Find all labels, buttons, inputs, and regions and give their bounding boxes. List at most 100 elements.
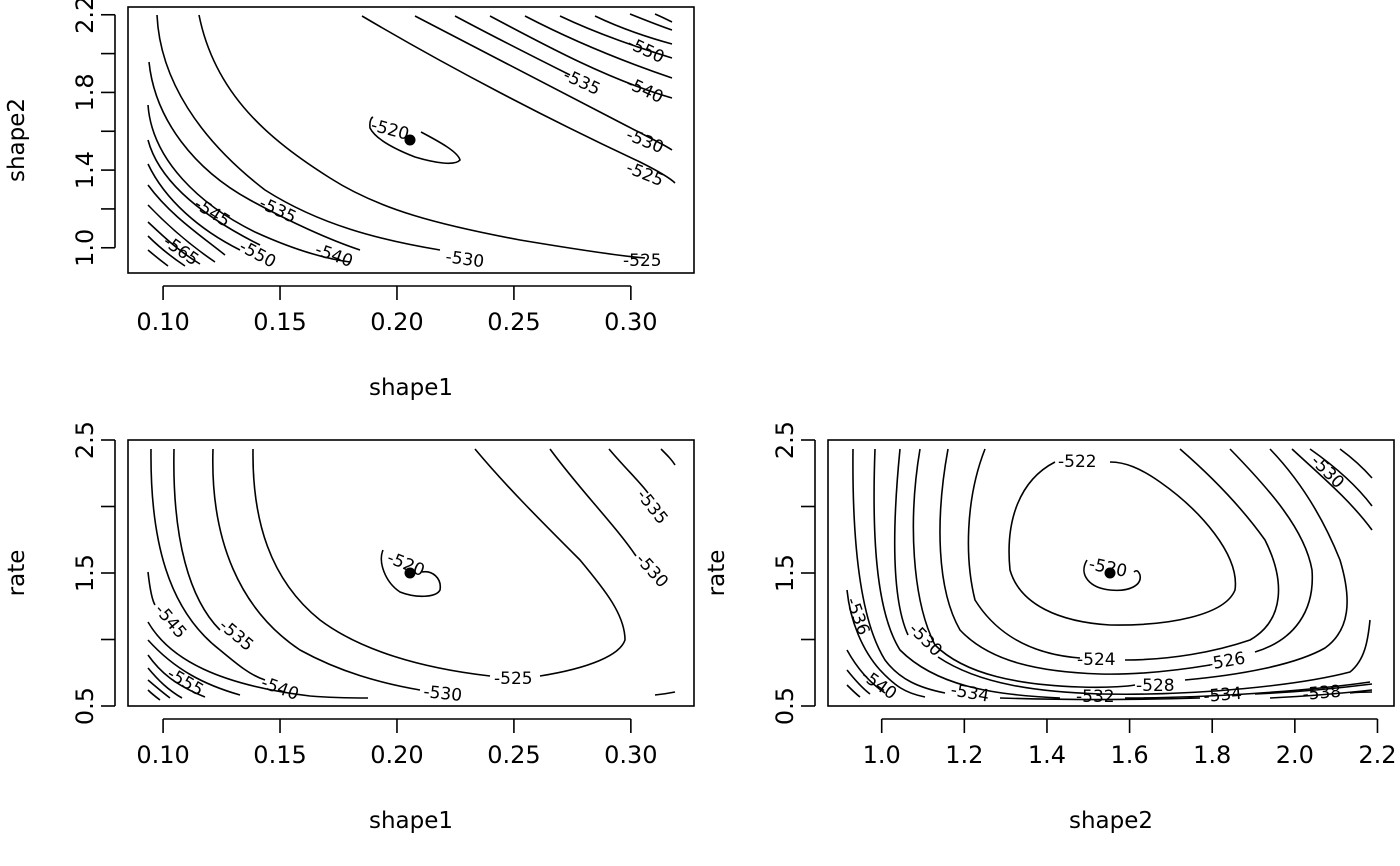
contour-line-560	[147, 204, 216, 263]
contour-label: -540	[623, 73, 666, 107]
contour-line-534	[852, 448, 1373, 701]
contour-label: -545	[150, 600, 190, 642]
x-axis-title: shape2	[1069, 808, 1153, 834]
contour-label: -525	[494, 669, 533, 689]
contour-line-540-upper	[489, 15, 673, 99]
contour-line-535-upper	[454, 15, 571, 76]
x-tick-label: 1.8	[1193, 741, 1231, 769]
x-axis-title: shape1	[369, 375, 453, 401]
contour-line-555	[147, 654, 206, 698]
contour-line-550-upper	[524, 15, 673, 79]
x-tick-label: 0.25	[487, 741, 540, 769]
x-tick-label: 0.25	[487, 308, 540, 336]
y-tick-label: 1.5	[771, 554, 799, 592]
contour-line-530-upper	[414, 15, 673, 151]
contour-line-570	[147, 689, 161, 701]
contour-label: -524	[1077, 650, 1116, 670]
contour-label: -540	[312, 240, 355, 272]
contour-line-520	[369, 116, 461, 165]
contour-line-522	[1008, 461, 1237, 626]
contour-line-528	[912, 448, 1348, 689]
contour-line-upper-1	[559, 15, 673, 59]
contour-lines	[147, 448, 676, 701]
contour-line-corner-1	[660, 448, 676, 466]
contour-line-corner-2	[654, 691, 676, 696]
contour-line-530-lower	[156, 14, 441, 251]
contour-line-530	[893, 448, 1371, 696]
contour-line-525-outer	[198, 14, 646, 259]
contour-line-565	[147, 679, 171, 699]
contour-label: -532	[1076, 687, 1115, 707]
optimum-point	[404, 134, 416, 146]
x-tick-label: 1.0	[863, 741, 901, 769]
contour-line-536	[846, 589, 1373, 699]
x-tick-label: 0.10	[136, 308, 189, 336]
contour-line-520	[1083, 559, 1141, 592]
contour-label: -525	[623, 158, 666, 191]
contour-label: -540	[857, 666, 900, 705]
contour-label: -528	[1136, 676, 1175, 696]
y-tick-label: 2.2	[71, 0, 99, 34]
contour-line-upper-2	[594, 15, 673, 45]
contour-label: -536	[841, 595, 873, 638]
contour-line-538	[846, 649, 1373, 694]
y-axis-title: rate	[4, 550, 30, 597]
contour-label: -534	[1203, 684, 1243, 707]
contour-line-525	[252, 448, 626, 677]
contour-line-540-lower	[147, 104, 351, 263]
x-tick-label: 1.4	[1028, 741, 1066, 769]
plot-frame	[127, 439, 695, 707]
x-tick-label: 1.6	[1111, 741, 1149, 769]
axes: 0.10 0.15 0.20 0.25 0.30 shape1 1.0 1.4 1.8 2.2 sh…	[4, 0, 1397, 834]
contour-line-upper-2	[1339, 448, 1373, 479]
y-tick-label: 1.5	[71, 554, 99, 592]
contour-label: -535	[632, 486, 672, 529]
contour-label: -522	[1058, 452, 1097, 472]
contour-line-524	[967, 448, 1280, 661]
contour-line-532	[873, 448, 1371, 699]
contour-line-upper-1	[1309, 448, 1373, 507]
y-tick-label: 0.5	[71, 687, 99, 725]
axes-panel-1: 0.10 0.15 0.20 0.25 0.30 shape1 1.0 1.4 1.8 2.2 sh…	[4, 0, 658, 401]
contour-line-570	[147, 235, 186, 267]
y-axis-title: rate	[704, 550, 730, 597]
axes-panel-3: 1.0 1.2 1.4 1.6 1.8 2.0 2.2 shape2 0.5 1.5 2.5 rate	[704, 421, 1397, 834]
contour-label: -530	[623, 125, 666, 158]
contour-line-555	[147, 184, 226, 256]
contour-line-530-upper	[549, 448, 637, 557]
contour-label: -530	[631, 550, 672, 592]
contour-labels: -520 -525 -525 -530 -530 -535 -535 -540 …	[159, 33, 667, 272]
contour-label: -530	[422, 682, 462, 706]
contour-line-545	[147, 571, 156, 606]
contour-line-550	[147, 639, 241, 696]
contour-line-565	[147, 221, 201, 265]
contour-label: -550	[236, 237, 279, 273]
x-tick-label: 1.2	[945, 741, 983, 769]
contour-line-545b	[147, 621, 369, 699]
contour-line-540	[150, 448, 266, 681]
contour-lines	[147, 13, 676, 267]
panel-shape1-shape2: -520 -525 -525 -530 -530 -535 -535 -540 …	[127, 6, 695, 274]
contour-label: -530	[904, 619, 945, 660]
contour-line-upper-3	[629, 13, 673, 31]
contour-line-540	[846, 669, 871, 695]
contour-line-545	[147, 139, 261, 246]
panel-shape1-rate: -520 -525 -530 -530 -535 -535 -540 -545 …	[127, 439, 695, 707]
contour-label: -530	[1306, 451, 1347, 492]
contour-label: -538	[1302, 682, 1342, 705]
contour-label: -534	[949, 680, 990, 706]
x-tick-label: 0.30	[604, 741, 657, 769]
optimum-point	[404, 567, 416, 579]
x-tick-label: 0.20	[370, 741, 423, 769]
x-tick-label: 2.0	[1276, 741, 1314, 769]
contour-line-526	[939, 448, 1314, 675]
x-tick-label: 0.10	[136, 741, 189, 769]
x-tick-label: 0.30	[604, 308, 657, 336]
y-tick-label: 2.5	[71, 421, 99, 459]
y-tick-label: 1.0	[71, 229, 99, 267]
contour-line-560	[147, 667, 183, 699]
x-axis-title: shape1	[369, 808, 453, 834]
y-tick-label: 2.5	[771, 421, 799, 459]
contour-line-525-upper	[361, 15, 676, 184]
